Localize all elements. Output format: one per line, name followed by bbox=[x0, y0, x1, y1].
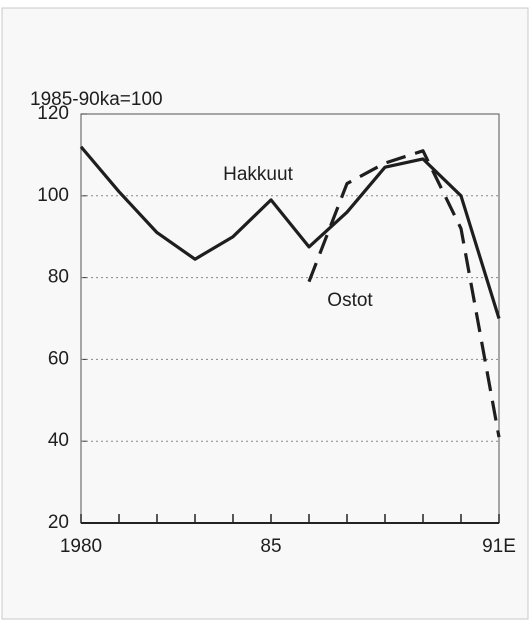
y-tick-label: 100 bbox=[37, 185, 69, 206]
y-tick-label: 60 bbox=[48, 348, 69, 369]
series-label: Ostot bbox=[327, 290, 373, 311]
line-1 bbox=[307, 149, 501, 438]
x-tick-label: 85 bbox=[260, 536, 281, 557]
y-axis-label: 1985-90ka=100 bbox=[30, 89, 163, 110]
x-tick-label: 1980 bbox=[60, 536, 102, 557]
y-tick-label: 80 bbox=[48, 267, 69, 288]
y-tick-label: 120 bbox=[37, 103, 69, 124]
x-tick-label: 91E bbox=[482, 536, 516, 557]
y-tick-label: 40 bbox=[48, 430, 69, 451]
series-label: Hakkuut bbox=[223, 164, 293, 185]
y-tick-label: 20 bbox=[48, 512, 69, 533]
line-0 bbox=[79, 145, 501, 319]
frame bbox=[1, 7, 529, 620]
